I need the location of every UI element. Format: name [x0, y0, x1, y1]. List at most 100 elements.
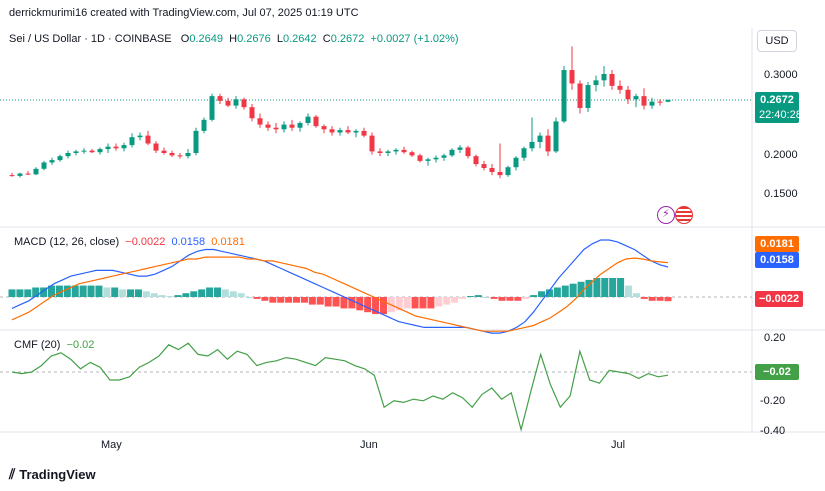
lightning-icon[interactable]: ⚡	[657, 206, 675, 224]
macd-hist-bar	[553, 287, 561, 297]
candle-body	[129, 137, 135, 146]
close-value: 0.2672	[330, 33, 365, 45]
macd-label[interactable]: MACD (12, 26, close)	[14, 236, 120, 248]
macd-hist-bar	[451, 297, 459, 303]
candle-body	[297, 122, 303, 128]
candle-body	[585, 85, 591, 108]
macd-hist-bar	[16, 289, 24, 297]
symbol-name[interactable]: Sei / US Dollar · 1D · COINBASE	[9, 33, 172, 45]
y-tick-label: 0.3000	[764, 69, 798, 81]
macd-hist-bar	[427, 297, 435, 309]
candle-body	[97, 149, 103, 153]
macd-hist-bar	[308, 297, 316, 305]
candle-body	[393, 149, 399, 152]
candle-body	[273, 127, 279, 130]
macd-hist-bar	[609, 278, 617, 297]
macd-hist-bar	[498, 297, 506, 301]
candle-body	[73, 151, 79, 153]
cmf-tick-label: 0.20	[764, 332, 785, 344]
candle-body	[417, 155, 423, 161]
macd-hist-bar	[166, 296, 174, 298]
candle-body	[33, 168, 39, 175]
candles-group	[9, 46, 671, 179]
candle-body	[169, 153, 175, 156]
candle-body	[153, 143, 159, 151]
open-value: 0.2649	[189, 33, 223, 45]
candle-body	[457, 147, 463, 150]
candle-body	[305, 116, 311, 123]
macd-hist-bar	[79, 285, 87, 297]
macd-hist-bar	[40, 287, 48, 297]
x-tick-label: May	[101, 439, 122, 451]
macd-hist-bar	[372, 297, 380, 315]
candle-body	[17, 173, 23, 176]
candle-body	[113, 146, 119, 149]
hist-badge: −0.0022	[755, 291, 803, 307]
macd-hist-bar	[206, 287, 214, 297]
macd-hist-bar	[32, 287, 40, 297]
candle-body	[505, 167, 511, 176]
macd-hist-bar	[332, 297, 340, 307]
candle-body	[561, 70, 567, 122]
macd-hist-bar	[221, 289, 229, 297]
candle-body	[49, 160, 55, 163]
candle-body	[281, 124, 287, 130]
macd-hist-bar	[134, 289, 142, 297]
macd-hist-bar	[285, 297, 293, 303]
tradingview-logo[interactable]: ⫽ TradingView	[9, 466, 96, 483]
candle-body	[9, 175, 15, 177]
candle-body	[121, 145, 127, 149]
candle-body	[345, 130, 351, 133]
macd-hist-bar	[474, 295, 482, 297]
macd-hist-bar	[293, 297, 301, 303]
macd-line	[11, 239, 669, 334]
candle-body	[577, 83, 583, 108]
candle-body	[665, 99, 671, 102]
candle-body	[177, 155, 183, 157]
macd-legend: MACD (12, 26, close) −0.0022 0.0158 0.01…	[14, 236, 245, 248]
currency-selector[interactable]: USD	[757, 30, 797, 52]
macd-hist-bar	[340, 297, 348, 309]
macd-hist-bar	[482, 297, 490, 298]
macd-hist-bar	[561, 285, 569, 297]
last-price-badge: 0.2672	[755, 92, 799, 108]
macd-histogram-group	[8, 278, 672, 315]
macd-hist-bar	[198, 289, 206, 297]
candle-body	[289, 124, 295, 128]
candle-body	[257, 118, 263, 125]
candle-body	[641, 96, 647, 106]
candle-body	[25, 173, 31, 175]
cmf-tick-label: -0.40	[760, 425, 785, 437]
open-label: O	[180, 33, 190, 45]
macd-hist-bar	[324, 297, 332, 307]
macd-hist-bar	[569, 283, 577, 297]
macd-hist-bar	[300, 297, 308, 303]
macd-badge: 0.0158	[755, 252, 799, 268]
macd-hist-bar	[624, 285, 632, 297]
cmf-legend: CMF (20) −0.02	[14, 339, 94, 351]
us-flag-icon[interactable]	[675, 206, 693, 224]
x-tick-label: Jul	[611, 439, 625, 451]
candle-body	[377, 151, 383, 153]
candle-body	[361, 130, 367, 136]
macd-hist-bar	[585, 279, 593, 297]
candle-body	[241, 99, 247, 108]
macd-hist-bar	[514, 297, 522, 301]
macd-hist-bar	[617, 278, 625, 297]
macd-hist-bar	[640, 297, 648, 299]
macd-hist-bar	[316, 297, 324, 305]
macd-hist-bar	[87, 285, 95, 297]
candle-body	[193, 130, 199, 153]
candle-body	[225, 100, 231, 106]
cmf-label[interactable]: CMF (20)	[14, 339, 61, 351]
macd-hist-bar	[545, 289, 553, 297]
candle-body	[497, 171, 503, 176]
candle-body	[553, 121, 559, 152]
macd-hist-bar	[435, 297, 443, 307]
candle-body	[473, 156, 479, 165]
macd-hist-bar	[55, 285, 63, 297]
candle-body	[441, 155, 447, 158]
candle-body	[569, 70, 575, 84]
macd-hist-bar	[245, 297, 253, 298]
